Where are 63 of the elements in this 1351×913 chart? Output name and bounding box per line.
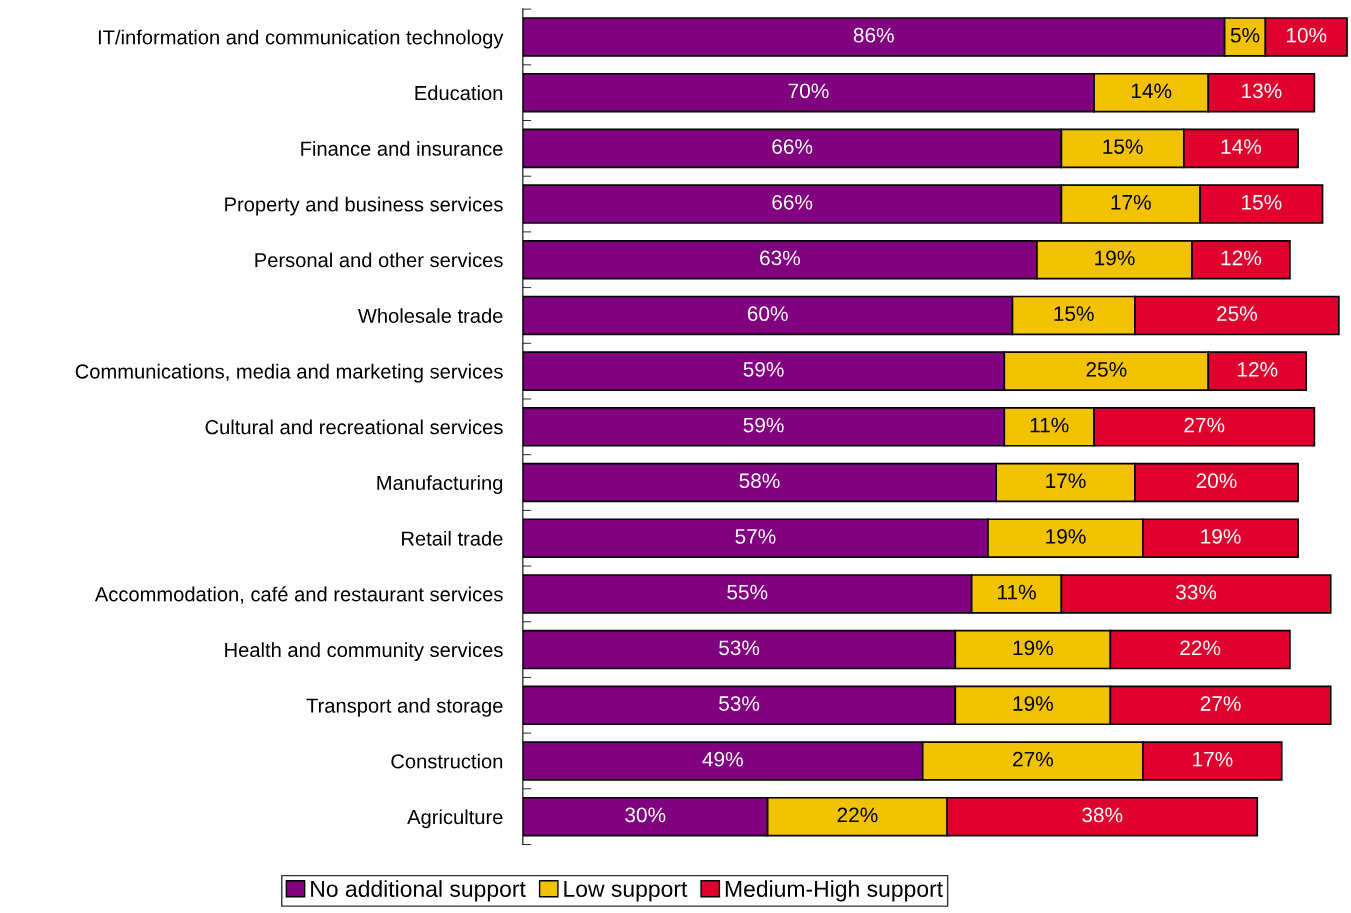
data-label: 17%	[1193, 751, 1233, 767]
y-tick-label: Agriculture	[407, 809, 503, 829]
data-label: 49%	[702, 751, 743, 767]
y-tick-label: Personal and other services	[255, 252, 503, 268]
data-label: 12%	[1221, 250, 1262, 266]
data-label: 38%	[1082, 807, 1123, 823]
data-label: 55%	[727, 584, 768, 600]
y-tick-label: Construction	[391, 753, 503, 769]
data-label: 22%	[1180, 640, 1221, 656]
data-label: 14%	[1221, 139, 1262, 154]
data-label: 27%	[1200, 696, 1241, 711]
data-label: 14%	[1131, 83, 1172, 99]
data-label: 59%	[743, 361, 784, 377]
y-tick-label: IT/information and communication technology	[98, 29, 504, 49]
legend-label: No additional support	[311, 880, 526, 902]
y-tick-label: Health and community services	[225, 642, 503, 662]
data-label: 11%	[1030, 417, 1069, 433]
y-tick-label: Accommodation, café and restaurant services	[94, 586, 503, 604]
data-label: 86%	[853, 27, 894, 43]
data-label: 17%	[1046, 473, 1086, 489]
y-tick-label: Retail trade	[402, 530, 503, 546]
data-label: 60%	[747, 306, 788, 322]
data-label: 27%	[1013, 751, 1053, 767]
y-tick-label: Transport and storage	[306, 698, 503, 717]
data-label: 19%	[1013, 640, 1053, 656]
data-label: 15%	[1054, 306, 1094, 322]
data-label: 15%	[1242, 194, 1282, 210]
data-label: 20%	[1196, 473, 1237, 489]
y-tick-label: Finance and insurance	[301, 141, 503, 156]
y-tick-label: Cultural and recreational services	[205, 419, 503, 435]
data-label: 19%	[1095, 250, 1135, 266]
data-label: 66%	[772, 139, 813, 154]
y-tick-label: Education	[415, 85, 503, 101]
data-label: 27%	[1184, 417, 1225, 433]
legend-label: Medium-High support	[725, 880, 943, 902]
data-label: 25%	[1217, 306, 1257, 322]
y-tick-label: Property and business services	[225, 196, 503, 216]
y-tick-label: Communications, media and marketing services	[75, 363, 503, 383]
data-label: 53%	[719, 696, 760, 711]
data-label: 25%	[1086, 361, 1127, 377]
data-label: 63%	[760, 250, 800, 266]
data-label: 70%	[788, 83, 829, 99]
data-label: 33%	[1176, 584, 1217, 600]
data-label: 58%	[739, 473, 780, 489]
data-label: 10%	[1286, 27, 1327, 43]
data-label: 30%	[625, 807, 666, 823]
data-label: 17%	[1111, 194, 1151, 210]
data-label: 13%	[1242, 83, 1282, 99]
y-tick-label: Wholesale trade	[357, 308, 503, 323]
data-label: 22%	[837, 807, 878, 823]
data-label: 12%	[1238, 361, 1278, 377]
data-label: 19%	[1201, 529, 1241, 544]
data-label: 11%	[998, 584, 1036, 600]
data-label: 19%	[1013, 696, 1053, 711]
data-label: 15%	[1103, 139, 1143, 154]
data-label: 53%	[719, 640, 760, 656]
data-label: 57%	[735, 529, 776, 544]
data-label: 5%	[1230, 27, 1260, 43]
legend-label: Low support	[564, 881, 688, 902]
data-label: 66%	[772, 194, 813, 210]
data-label: 19%	[1046, 529, 1086, 544]
y-tick-label: Manufacturing	[377, 475, 503, 494]
data-label: 59%	[743, 417, 784, 433]
